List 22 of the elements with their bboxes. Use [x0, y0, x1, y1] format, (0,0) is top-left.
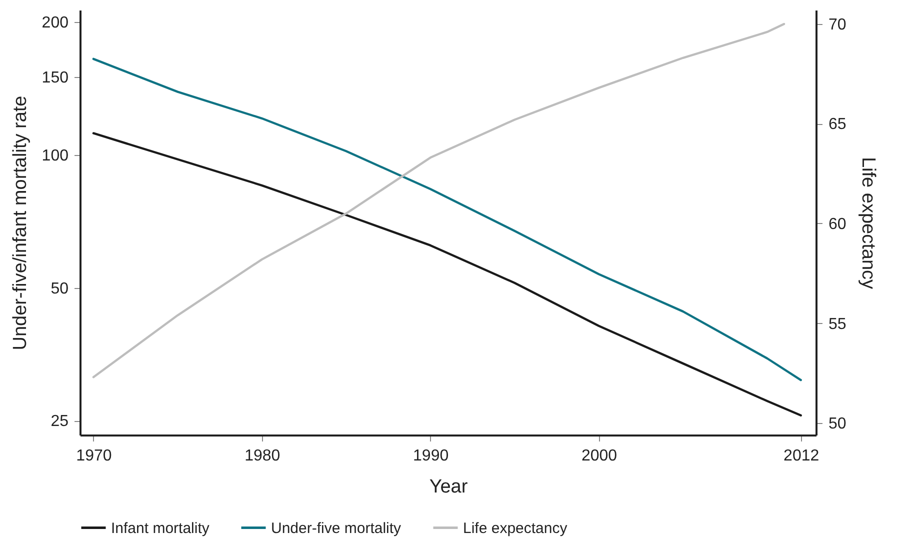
y-tick-label: 150 — [42, 70, 69, 87]
y-tick-label: 25 — [50, 413, 69, 430]
y-tick-label: 100 — [42, 147, 69, 164]
y2-tick-label: 50 — [828, 416, 846, 433]
line-series — [92, 132, 802, 416]
y-tick-label: 200 — [42, 14, 69, 32]
x-tick-label: 2000 — [581, 448, 618, 464]
x-tick-label: 1970 — [76, 448, 112, 464]
legend-label: Life expectancy — [463, 520, 568, 537]
legend-label: Under-five mortality — [271, 520, 402, 537]
y-tick-label: 50 — [50, 280, 69, 298]
y-axis-title: Under-five/infant mortality rate — [10, 96, 31, 350]
x-tick-label: 1980 — [244, 448, 280, 464]
y2-tick-label: 60 — [828, 216, 846, 233]
x-tick-label: 2012 — [784, 448, 820, 464]
y2-tick-label: 70 — [828, 16, 846, 34]
legend-label: Infant mortality — [111, 520, 210, 537]
x-axis-title: Year — [429, 476, 468, 498]
y2-tick-label: 65 — [828, 116, 846, 134]
y2-tick-label: 55 — [828, 316, 846, 333]
y2-axis-title: Life expectancy — [857, 156, 878, 290]
x-tick-label: 1990 — [413, 448, 449, 464]
